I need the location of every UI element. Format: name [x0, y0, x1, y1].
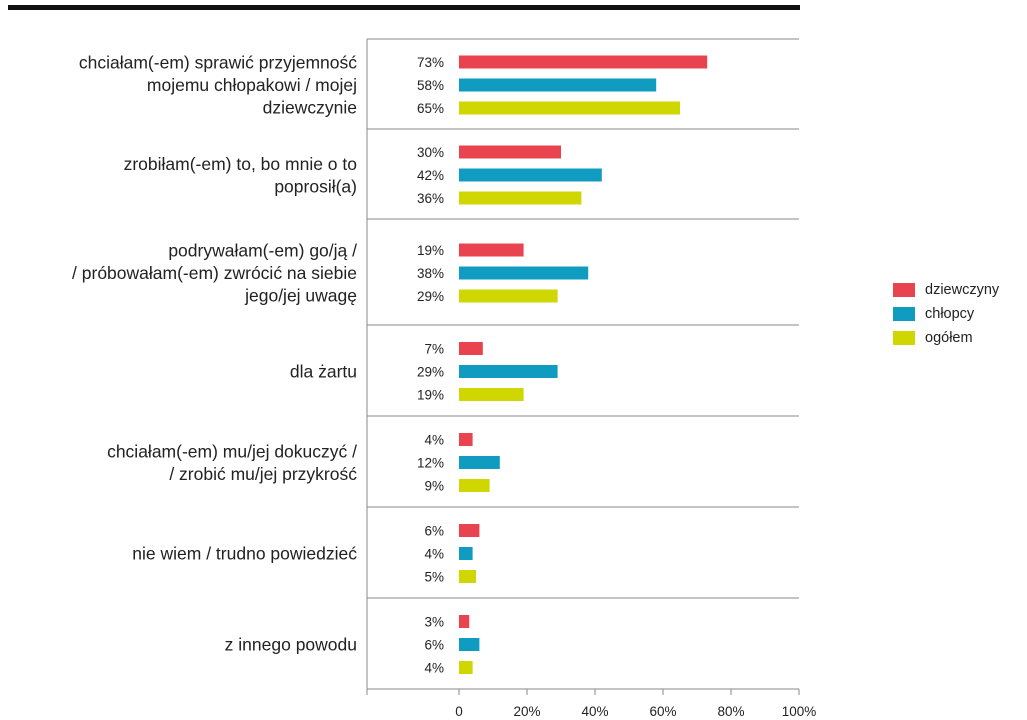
- legend-swatch-dziewczyny: [893, 283, 915, 297]
- category-label: podrywałam(-em) go/ją /: [168, 241, 357, 261]
- bar: [459, 243, 524, 257]
- category-label: poprosił(a): [274, 176, 357, 196]
- value-label: 65%: [417, 101, 444, 116]
- bar: [459, 547, 473, 560]
- bar: [459, 365, 558, 378]
- bar: [459, 101, 680, 115]
- bar: [459, 266, 589, 280]
- value-label: 19%: [417, 388, 444, 403]
- bar: [459, 342, 483, 355]
- bar: [459, 661, 473, 674]
- value-label: 4%: [424, 433, 444, 448]
- x-tick-label: 20%: [513, 704, 540, 719]
- bar: [459, 289, 558, 303]
- bar: [459, 168, 602, 182]
- x-tick-label: 60%: [649, 704, 676, 719]
- bar: [459, 615, 470, 628]
- bar: [459, 78, 657, 92]
- legend-swatch-ogolem: [893, 331, 915, 345]
- legend-item-ogolem: ogółem: [893, 326, 999, 350]
- bar: [459, 638, 480, 651]
- category-label: z innego powodu: [225, 635, 357, 655]
- value-label: 29%: [417, 365, 444, 380]
- value-label: 29%: [417, 289, 444, 304]
- category-label: chciałam(-em) mu/jej dokuczyć /: [107, 441, 357, 461]
- value-label: 5%: [424, 570, 444, 585]
- bar: [459, 145, 561, 159]
- category-label: nie wiem / trudno powiedzieć: [132, 544, 357, 564]
- value-label: 12%: [417, 456, 444, 471]
- value-label: 58%: [417, 78, 444, 93]
- category-label: mojemu chłopakowi / mojej: [147, 75, 357, 95]
- legend-label-ogolem: ogółem: [925, 330, 973, 346]
- value-label: 19%: [417, 243, 444, 258]
- category-label: jego/jej uwagę: [244, 286, 357, 306]
- x-tick-label: 100%: [782, 704, 817, 719]
- x-tick-label: 40%: [581, 704, 608, 719]
- value-label: 9%: [424, 479, 444, 494]
- x-tick-label: 0: [455, 704, 463, 719]
- value-label: 7%: [424, 342, 444, 357]
- category-label: / zrobić mu/jej przykrość: [169, 464, 357, 484]
- value-label: 73%: [417, 55, 444, 70]
- category-label: chciałam(-em) sprawić przyjemność: [79, 53, 357, 73]
- value-label: 6%: [424, 638, 444, 653]
- legend-item-chlopcy: chłopcy: [893, 302, 999, 326]
- value-label: 4%: [424, 547, 444, 562]
- category-label: / próbowałam(-em) zwrócić na siebie: [72, 263, 357, 283]
- bar: [459, 191, 582, 205]
- legend-label-chlopcy: chłopcy: [925, 306, 975, 322]
- category-label: dziewczynie: [263, 98, 357, 118]
- top-rule: [8, 5, 800, 10]
- bar: [459, 570, 476, 583]
- value-label: 3%: [424, 615, 444, 630]
- category-label: dla żartu: [290, 362, 357, 382]
- legend-label-dziewczyny: dziewczyny: [925, 282, 1000, 298]
- bar: [459, 388, 524, 401]
- bar: [459, 55, 708, 69]
- bar: [459, 433, 473, 446]
- bar: [459, 456, 500, 469]
- value-label: 6%: [424, 524, 444, 539]
- category-label: zrobiłam(-em) to, bo mnie o to: [124, 154, 357, 174]
- x-tick-label: 80%: [717, 704, 744, 719]
- value-label: 42%: [417, 168, 444, 183]
- bar: [459, 524, 480, 537]
- bar: [459, 479, 490, 492]
- legend: dziewczyny chłopcy ogółem: [893, 278, 999, 350]
- value-label: 36%: [417, 191, 444, 206]
- value-label: 4%: [424, 661, 444, 676]
- value-label: 30%: [417, 145, 444, 160]
- legend-swatch-chlopcy: [893, 307, 915, 321]
- legend-item-dziewczyny: dziewczyny: [893, 278, 999, 302]
- value-label: 38%: [417, 266, 444, 281]
